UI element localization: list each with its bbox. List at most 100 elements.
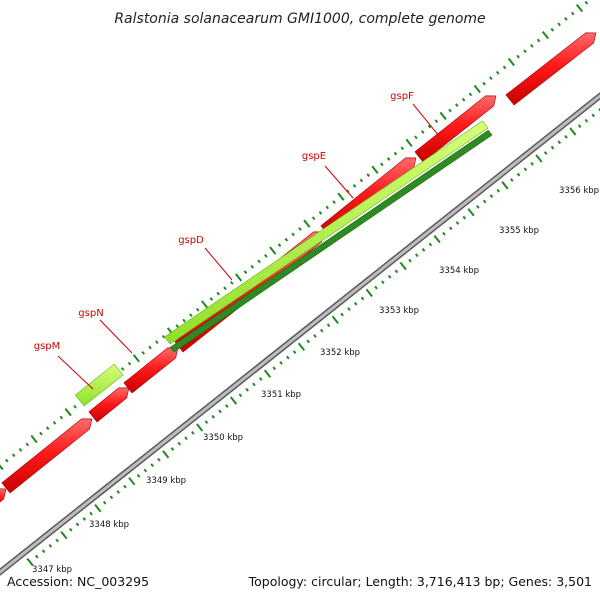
scale-minor-tick — [184, 436, 188, 441]
map-title: Ralstonia solanacearum GMI1000, complete… — [114, 11, 485, 27]
scale-minor-tick — [340, 312, 344, 317]
outer-minor-tick — [223, 286, 227, 291]
scale-labels: 3347 kbp 3348 kbp 3349 kbp 3350 kbp 3351… — [32, 186, 599, 575]
backbone — [0, 92, 600, 576]
scale-minor-tick — [150, 463, 154, 468]
outer-major-tick — [200, 300, 209, 309]
scale-label-3354: 3354 kbp — [439, 266, 479, 276]
outer-minor-tick — [141, 351, 145, 355]
gene-label-gspm: gspM — [34, 341, 61, 352]
outer-minor-tick — [311, 216, 316, 221]
outer-major-tick — [303, 219, 311, 228]
outer-major-tick — [575, 4, 584, 13]
outer-minor-tick — [461, 97, 466, 102]
scale-major-tick — [229, 396, 238, 405]
outer-minor-tick — [45, 426, 50, 431]
outer-minor-tick — [291, 232, 295, 237]
scale-major-tick — [196, 423, 204, 432]
scale-minor-tick — [136, 474, 141, 478]
outer-minor-tick — [59, 415, 64, 420]
scale-minor-tick — [218, 409, 222, 414]
scale-major-tick — [60, 530, 68, 540]
scale-minor-tick — [496, 188, 500, 193]
scale-minor-tick — [211, 414, 215, 419]
outer-minor-tick — [155, 340, 159, 344]
gsp-gene-block-shadow — [169, 129, 493, 353]
outer-minor-tick — [148, 345, 152, 350]
scale-major-tick — [263, 369, 272, 378]
scale-minor-tick — [204, 420, 209, 424]
outer-major-tick — [541, 30, 550, 40]
scale-tick-track — [26, 108, 600, 567]
scale-minor-tick — [523, 167, 528, 172]
scale-label-3351: 3351 kbp — [261, 390, 301, 400]
scale-minor-tick — [347, 307, 351, 311]
scale-minor-tick — [102, 500, 107, 505]
scale-minor-tick — [516, 172, 521, 177]
scale-minor-tick — [75, 522, 80, 527]
outer-minor-tick — [523, 49, 527, 54]
outer-minor-tick — [277, 243, 282, 248]
accession-text: Accession: NC_003295 — [7, 574, 149, 589]
scale-minor-tick — [394, 269, 399, 274]
outer-minor-tick — [434, 119, 439, 124]
scale-minor-tick — [543, 151, 548, 155]
scale-major-tick — [94, 504, 102, 513]
gsp-gene-block — [163, 120, 489, 345]
scale-minor-tick — [381, 280, 385, 285]
cds-arrow — [505, 32, 597, 106]
outer-minor-tick — [250, 264, 255, 269]
scale-minor-tick — [123, 484, 127, 489]
outer-minor-tick — [120, 367, 125, 371]
outer-minor-tick — [161, 334, 166, 339]
outer-minor-tick — [584, 0, 589, 5]
label-connector — [412, 103, 440, 137]
scale-major-tick — [433, 234, 441, 244]
scale-minor-tick — [476, 204, 480, 209]
outer-major-tick — [269, 246, 277, 255]
outer-major-tick — [0, 464, 4, 471]
gsp-gene-track — [74, 120, 493, 407]
scale-minor-tick — [286, 355, 290, 360]
scale-minor-tick — [238, 393, 243, 398]
outer-minor-tick — [73, 404, 77, 409]
scale-minor-tick — [292, 350, 297, 355]
scale-minor-tick — [225, 404, 229, 408]
scale-minor-tick — [510, 178, 514, 182]
label-connector — [204, 247, 233, 281]
scale-label-3353: 3353 kbp — [379, 306, 419, 316]
scale-minor-tick — [584, 118, 589, 123]
outer-minor-tick — [366, 173, 370, 178]
outer-minor-tick — [325, 205, 330, 210]
scale-minor-tick — [462, 215, 467, 220]
scale-minor-tick — [191, 430, 195, 435]
label-connector — [57, 355, 94, 390]
outer-minor-tick — [209, 297, 214, 301]
gene-label-gspd: gspD — [178, 235, 204, 246]
scale-minor-tick — [109, 495, 114, 500]
scale-minor-tick — [415, 253, 419, 258]
scale-minor-tick — [591, 113, 595, 118]
scale-minor-tick — [442, 231, 446, 236]
scale-minor-tick — [353, 301, 358, 306]
outer-minor-tick — [557, 22, 561, 27]
scale-minor-tick — [143, 468, 148, 473]
outer-minor-tick — [502, 65, 507, 70]
label-connector — [324, 165, 354, 199]
outer-minor-tick — [570, 11, 575, 16]
scale-minor-tick — [482, 199, 487, 204]
scale-minor-tick — [55, 538, 59, 543]
cds-arrow — [414, 95, 497, 163]
scale-label-3352: 3352 kbp — [320, 348, 360, 358]
scale-minor-tick — [68, 527, 73, 532]
label-connector — [99, 319, 133, 354]
outer-minor-tick — [216, 291, 220, 296]
scale-major-tick — [162, 450, 170, 459]
outer-minor-tick — [264, 254, 268, 258]
cds-arrow — [1, 418, 93, 494]
outer-minor-tick — [39, 431, 43, 436]
outer-minor-tick — [489, 76, 493, 81]
scale-major-tick — [365, 288, 373, 298]
scale-minor-tick — [550, 145, 555, 150]
outer-minor-tick — [550, 27, 555, 32]
